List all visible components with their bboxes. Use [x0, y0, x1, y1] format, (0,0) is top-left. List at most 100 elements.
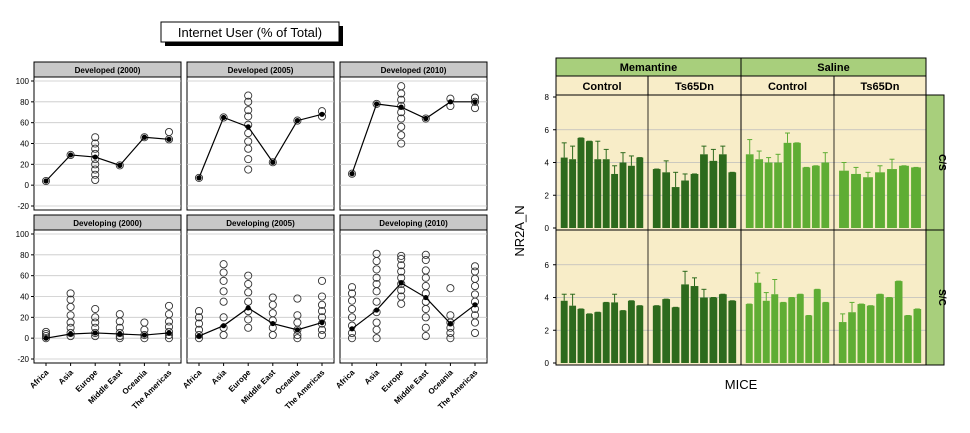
x-tick-label: Asia [363, 368, 382, 387]
data-point [397, 114, 406, 123]
data-point [91, 160, 100, 169]
data-point [164, 301, 174, 310]
mean-point [423, 115, 429, 122]
data-point [194, 307, 204, 316]
bar [899, 165, 909, 228]
bar [805, 315, 813, 363]
x-tick-label: Africa [28, 368, 51, 391]
mean-point [92, 154, 98, 160]
data-point [268, 158, 277, 167]
x-tick-label: Asia [210, 368, 229, 387]
bar [894, 281, 903, 363]
data-point [140, 318, 149, 327]
data-point [244, 155, 253, 164]
bar [560, 300, 568, 363]
y-tick-label: 0 [25, 181, 30, 190]
data-point [194, 173, 204, 182]
data-point [421, 282, 430, 291]
bar [671, 307, 680, 363]
bar [700, 297, 708, 363]
data-point [446, 311, 455, 320]
panel-label: Developing (2005) [226, 219, 295, 228]
data-point [470, 104, 480, 113]
data-point [41, 334, 51, 343]
data-point [421, 255, 430, 265]
data-point [244, 137, 253, 146]
row-strip-label: S/C [936, 289, 947, 306]
panel-label: Developed (2000) [75, 66, 141, 75]
data-point [293, 311, 302, 320]
data-point [164, 310, 174, 319]
data-point [446, 284, 455, 293]
data-point [397, 292, 406, 301]
data-point [115, 323, 124, 332]
data-point [244, 279, 253, 289]
mean-point [294, 327, 300, 333]
mean-point [398, 280, 404, 286]
data-point [268, 293, 277, 302]
bar [602, 302, 610, 363]
bar [652, 169, 661, 228]
mean-point [398, 104, 404, 110]
bar [569, 159, 577, 228]
panel-label: Developed (2010) [381, 66, 447, 75]
bar [560, 157, 568, 228]
mean-point [294, 117, 300, 124]
bar [863, 177, 873, 228]
bar [585, 141, 593, 228]
mean-point [196, 175, 202, 181]
mean-point [374, 307, 380, 313]
bar [718, 154, 727, 228]
treatment-label: Saline [817, 62, 849, 74]
bar [611, 302, 619, 363]
data-point [317, 325, 327, 334]
data-point [91, 304, 100, 314]
data-point [244, 91, 253, 100]
mean-line [351, 282, 476, 330]
bar [793, 142, 801, 228]
data-point [317, 307, 327, 316]
bar [728, 172, 737, 228]
bar [636, 305, 644, 363]
data-point [317, 300, 327, 309]
data-point [244, 129, 253, 138]
mean-point [270, 159, 276, 165]
bar [885, 297, 894, 363]
scatter-panel: Developing (2010)Africa AsiaEuropeMiddle … [334, 214, 488, 411]
y-tick-label: 0 [545, 359, 550, 368]
bar [866, 305, 875, 363]
x-tick-label: Africa [181, 368, 204, 391]
bar [783, 142, 792, 228]
scatter-panel: Developing (2000) -20 0 20 40 60 80 100 Africa As… [16, 214, 182, 411]
mean-line [45, 136, 170, 182]
y-tick-label: 2 [545, 191, 550, 200]
bar [764, 162, 773, 228]
data-point [293, 294, 302, 303]
data-point [317, 330, 327, 340]
x-tick-label: Asia [57, 368, 76, 387]
data-point [219, 268, 228, 277]
data-point [470, 290, 480, 299]
data-point [397, 286, 406, 295]
data-point [268, 309, 277, 318]
bar [876, 294, 884, 363]
bar [577, 308, 585, 363]
bar-ylabel: NR2A_N [512, 205, 527, 256]
panel-label: Developed (2005) [228, 66, 294, 75]
data-point [317, 276, 327, 285]
bar [754, 282, 762, 363]
bar [619, 310, 627, 363]
bar [690, 286, 699, 363]
data-point [244, 112, 253, 121]
data-point [372, 334, 381, 343]
data-point [244, 106, 253, 115]
bar [755, 159, 764, 228]
data-point [244, 97, 253, 106]
data-point [372, 318, 381, 327]
data-point [372, 273, 381, 282]
bar [681, 180, 689, 228]
data-point [244, 288, 253, 297]
data-point [470, 267, 480, 276]
y-tick-label: -20 [17, 202, 29, 211]
y-tick-label: 0 [25, 334, 30, 343]
